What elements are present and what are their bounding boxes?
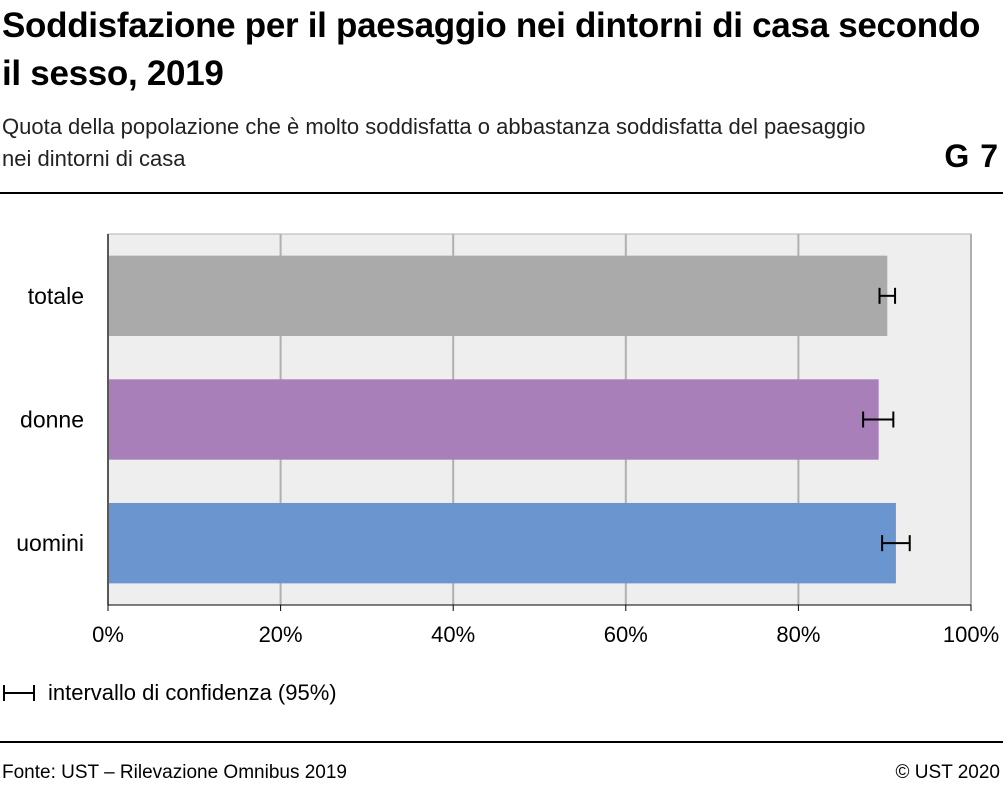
copyright-note: © UST 2020 xyxy=(895,762,1000,783)
source-note: Fonte: UST – Rilevazione Omnibus 2019 xyxy=(2,762,347,783)
legend: intervallo di confidenza (95%) xyxy=(2,676,337,710)
chart-title: Soddisfazione per il paesaggio nei dinto… xyxy=(2,6,981,93)
bar-uomini xyxy=(109,502,896,584)
x-tick-label: 40% xyxy=(431,622,475,647)
category-label-totale: totale xyxy=(28,283,84,309)
x-tick-label: 80% xyxy=(776,622,820,647)
header-divider xyxy=(0,192,1003,194)
x-tick-label: 60% xyxy=(604,622,648,647)
chart-subtitle: Quota della popolazione che è molto sodd… xyxy=(2,114,866,171)
bar-chart: 0% 20% 40% 60% 80% 100% totale donne uomini xyxy=(16,233,999,647)
error-bar-icon xyxy=(3,685,35,701)
bar-donne xyxy=(109,379,879,460)
graphic-number: G 7 xyxy=(944,138,999,174)
x-tick-label: 0% xyxy=(92,622,124,647)
x-tick-label: 100% xyxy=(943,622,999,647)
legend-label: intervallo di confidenza (95%) xyxy=(48,680,337,705)
category-label-uomini: uomini xyxy=(16,530,84,556)
category-label-donne: donne xyxy=(20,407,84,433)
bar-totale xyxy=(109,255,888,337)
footer-divider xyxy=(0,741,1003,743)
x-tick-label: 20% xyxy=(259,622,303,647)
